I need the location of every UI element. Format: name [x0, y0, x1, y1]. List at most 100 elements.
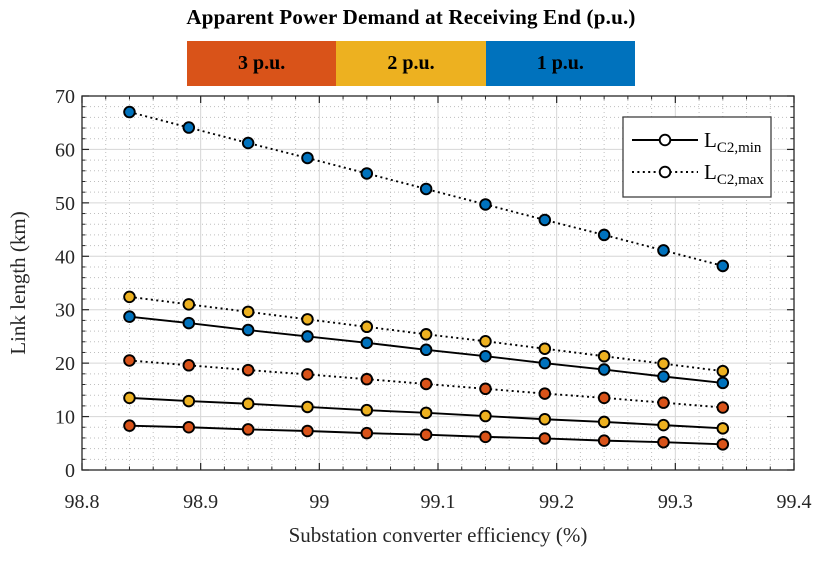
- data-point-marker: [597, 391, 611, 405]
- legend-label-subscript: C2,min: [717, 140, 762, 156]
- data-point-marker: [301, 313, 314, 326]
- power-demand-band-bar: 3 p.u. 2 p.u. 1 p.u.: [187, 41, 635, 86]
- data-point-marker: [538, 412, 552, 426]
- data-point-marker: [597, 363, 611, 376]
- y-tick-label: 40: [55, 246, 75, 268]
- data-point-marker: [479, 382, 492, 396]
- series-line: [129, 295, 723, 373]
- data-point-marker: [301, 330, 314, 343]
- band-3pu: 3 p.u.: [187, 41, 337, 86]
- band-3pu-label: 3 p.u.: [238, 52, 286, 74]
- data-point-marker: [182, 359, 196, 372]
- x-tick-label: 98.9: [183, 491, 218, 513]
- data-point-marker: [360, 426, 374, 440]
- data-point-marker: [538, 432, 552, 445]
- data-point-marker: [241, 397, 255, 410]
- data-point-marker: [301, 424, 314, 438]
- band-1pu-label: 1 p.u.: [536, 52, 584, 74]
- data-point-marker: [716, 259, 730, 273]
- data-point-marker: [538, 213, 552, 227]
- data-point-marker: [657, 370, 670, 383]
- data-point-marker: [657, 418, 670, 432]
- data-point-marker: [241, 363, 255, 377]
- band-2pu: 2 p.u.: [336, 41, 486, 86]
- data-point-marker: [479, 409, 492, 423]
- data-point-marker: [182, 121, 196, 134]
- x-axis-label: Substation converter efficiency (%): [289, 523, 588, 547]
- data-point-marker: [182, 316, 196, 330]
- data-point-marker: [419, 428, 433, 441]
- data-point-marker: [241, 305, 255, 319]
- series-lc2-max-3-p-u-: [123, 354, 730, 414]
- data-point-marker: [538, 387, 552, 400]
- legend-box: [622, 116, 772, 198]
- chart-title: Apparent Power Demand at Receiving End (…: [186, 5, 636, 29]
- y-tick-label: 0: [65, 460, 75, 482]
- band-2pu-label: 2 p.u.: [387, 52, 435, 74]
- x-tick-label: 99.1: [421, 491, 456, 513]
- data-point-marker: [360, 167, 374, 180]
- data-point-marker: [716, 438, 730, 451]
- data-point-marker: [419, 377, 433, 391]
- data-point-marker: [716, 376, 730, 390]
- y-tick-label: 60: [55, 139, 75, 161]
- data-point-marker: [538, 342, 552, 355]
- data-point-marker: [419, 343, 433, 357]
- data-point-marker: [716, 364, 730, 378]
- y-axis-label: Link length (km): [6, 211, 30, 354]
- band-1pu: 1 p.u.: [485, 41, 635, 86]
- data-point-marker: [360, 403, 374, 417]
- data-point-marker: [241, 323, 255, 337]
- data-point-marker: [597, 228, 611, 242]
- series-lc2-min-1-p-u-: [123, 310, 730, 390]
- data-point-marker: [241, 136, 255, 150]
- data-point-marker: [123, 310, 136, 323]
- data-point-marker: [597, 349, 611, 363]
- data-point-marker: [657, 244, 670, 257]
- data-point-marker: [597, 434, 611, 447]
- data-point-marker: [301, 400, 314, 414]
- data-point-marker: [123, 419, 136, 432]
- data-point-marker: [419, 182, 433, 196]
- data-point-marker: [716, 422, 730, 435]
- data-point-marker: [301, 151, 314, 165]
- data-point-marker: [182, 394, 196, 408]
- x-tick-label: 99.3: [658, 491, 693, 513]
- data-point-marker: [479, 198, 492, 211]
- y-tick-labels: 0 10 20 30 40 50 60 70: [55, 86, 75, 482]
- data-point-marker: [182, 421, 196, 434]
- data-point-marker: [360, 372, 374, 386]
- data-point-marker: [241, 423, 255, 436]
- series-lc2-max-2-p-u-: [123, 290, 730, 378]
- data-point-marker: [479, 334, 492, 348]
- series-lc2-min-3-p-u-: [123, 419, 730, 451]
- series-lc2-max-1-p-u-: [123, 105, 730, 273]
- data-point-marker: [479, 430, 492, 444]
- data-point-marker: [657, 435, 670, 449]
- data-point-marker: [360, 320, 374, 334]
- data-point-marker: [123, 290, 136, 304]
- data-point-marker: [479, 349, 492, 363]
- x-tick-label: 98.8: [65, 491, 100, 513]
- x-tick-labels: 98.8 98.9 99 99.1 99.2 99.3 99.4: [65, 491, 812, 513]
- data-point-marker: [123, 105, 136, 119]
- data-point-marker: [123, 354, 136, 367]
- data-point-marker: [182, 298, 196, 311]
- legend-label-subscript: C2,max: [717, 172, 765, 188]
- data-point-marker: [301, 368, 314, 381]
- axis-box: [81, 95, 795, 471]
- x-tick-label: 99.2: [539, 491, 574, 513]
- data-point-marker: [716, 401, 730, 414]
- data-point-marker: [657, 357, 670, 370]
- data-point-marker: [657, 396, 670, 409]
- y-tick-label: 30: [55, 300, 75, 322]
- y-tick-label: 50: [55, 193, 75, 215]
- y-tick-label: 20: [55, 353, 75, 375]
- data-point-marker: [123, 391, 136, 405]
- data-point-marker: [538, 356, 552, 370]
- legend-marker-sample: [658, 133, 672, 147]
- series-lc2-min-2-p-u-: [123, 391, 730, 435]
